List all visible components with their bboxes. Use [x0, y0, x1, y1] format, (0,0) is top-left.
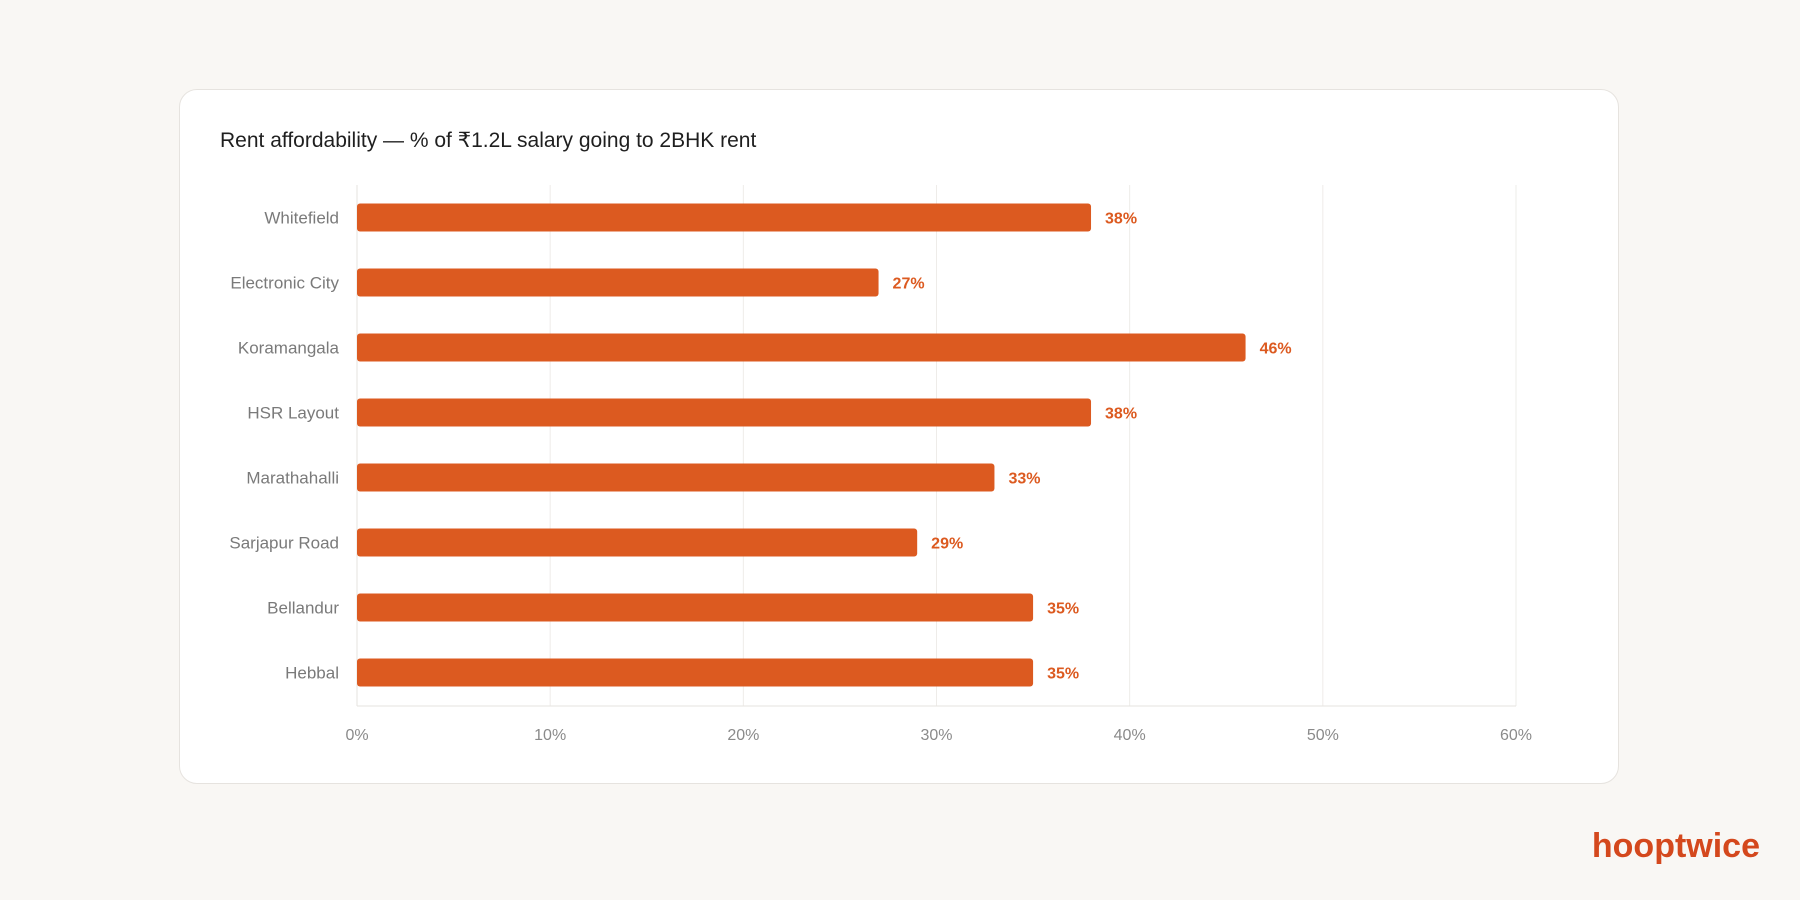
x-tick-label: 10%	[534, 727, 566, 744]
brand-logo: hooptwice	[1591, 827, 1760, 865]
bar-hsr-layout	[357, 398, 1092, 427]
bar-marathahalli	[357, 463, 995, 492]
data-label: 46%	[1260, 341, 1292, 358]
x-tick-label: 60%	[1500, 727, 1532, 744]
bar-whitefield	[357, 203, 1092, 232]
category-label: HSR Layout	[247, 404, 339, 423]
category-label: Sarjapur Road	[229, 534, 339, 553]
x-tick-label: 0%	[345, 727, 368, 744]
x-tick-label: 20%	[727, 727, 759, 744]
x-tick-label: 40%	[1114, 727, 1146, 744]
bar-sarjapur-road	[357, 528, 918, 557]
data-label: 27%	[893, 276, 925, 293]
x-tick-label: 50%	[1307, 727, 1339, 744]
x-tick-label: 30%	[920, 727, 952, 744]
category-label: Koramangala	[238, 339, 340, 358]
category-label: Bellandur	[267, 599, 339, 618]
data-label: 35%	[1047, 666, 1079, 683]
category-label: Marathahalli	[246, 469, 339, 488]
data-label: 33%	[1008, 471, 1040, 488]
category-label: Whitefield	[264, 209, 339, 228]
bar-hebbal	[357, 658, 1034, 687]
data-label: 29%	[931, 536, 963, 553]
bar-electronic-city	[357, 268, 879, 297]
data-label: 35%	[1047, 601, 1079, 618]
bar-koramangala	[357, 333, 1246, 362]
bar-chart: 0% 10% 20% 30% 40% 50% 60% Whitefield 38% Electro…	[229, 185, 1532, 744]
chart-title: Rent affordability — % of ₹1.2L salary g…	[220, 129, 757, 152]
bar-bellandur	[357, 593, 1034, 622]
data-label: 38%	[1105, 406, 1137, 423]
category-label: Hebbal	[285, 664, 339, 683]
chart-card: Rent affordability — % of ₹1.2L salary g…	[179, 89, 1619, 784]
category-label: Electronic City	[230, 274, 339, 293]
data-label: 38%	[1105, 211, 1137, 228]
